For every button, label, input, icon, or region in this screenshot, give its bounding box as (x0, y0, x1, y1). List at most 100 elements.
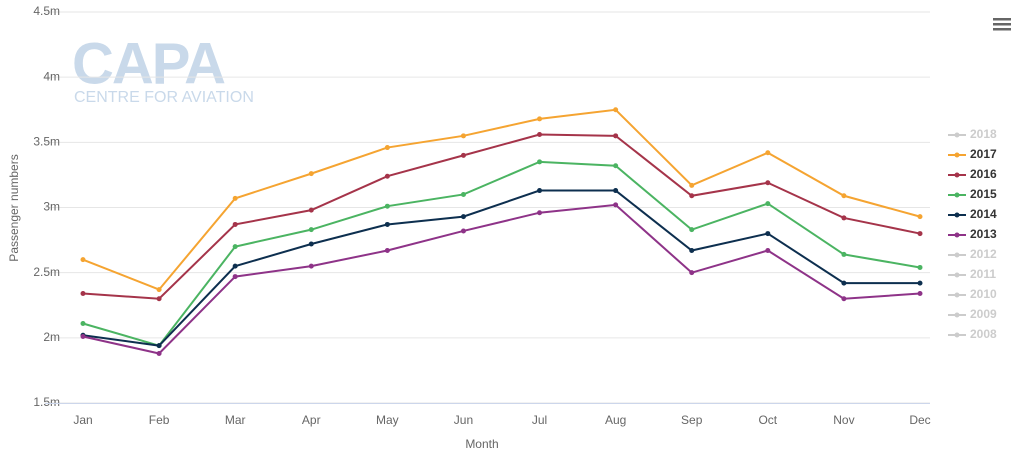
series-line (82, 189, 920, 347)
data-point (156, 287, 162, 293)
data-point (537, 132, 543, 138)
data-point (384, 173, 390, 179)
data-point (613, 202, 619, 208)
legend-item[interactable]: 2010 (948, 287, 997, 301)
legend-label[interactable]: 2011 (970, 267, 996, 281)
data-point (537, 210, 543, 216)
legend-swatch-dot[interactable] (954, 172, 960, 178)
data-point (232, 244, 238, 250)
data-point (308, 207, 314, 213)
data-point (460, 133, 466, 139)
data-point (156, 296, 162, 302)
data-point (308, 263, 314, 269)
legend-item[interactable]: 2014 (948, 207, 997, 221)
legend-label[interactable]: 2017 (970, 147, 997, 161)
legend-item[interactable]: 2012 (948, 247, 997, 261)
legend-label[interactable]: 2015 (970, 187, 997, 201)
watermark-title: CAPA (72, 31, 225, 96)
legend-item[interactable]: 2016 (948, 167, 997, 181)
legend-item[interactable]: 2008 (948, 327, 997, 341)
legend-swatch-dot[interactable] (954, 152, 960, 158)
y-tick-label: 3m (43, 200, 60, 214)
legend-label[interactable]: 2008 (970, 327, 997, 341)
data-point (689, 193, 695, 199)
legend-swatch-dot[interactable] (954, 192, 960, 198)
y-tick-label: 4.5m (33, 4, 60, 18)
menu-icon[interactable] (993, 18, 1011, 31)
data-point (537, 188, 543, 194)
data-point (308, 227, 314, 233)
data-point (308, 171, 314, 177)
y-tick-label: 2m (43, 330, 60, 344)
data-point (613, 133, 619, 139)
legend-item[interactable]: 2015 (948, 187, 997, 201)
data-point (765, 180, 771, 186)
legend-swatch-dot[interactable] (954, 332, 960, 338)
watermark-subtitle: CENTRE FOR AVIATION (74, 89, 254, 106)
data-point (232, 263, 238, 269)
data-point (917, 291, 923, 297)
data-point (232, 274, 238, 280)
y-tick-label: 3.5m (33, 135, 60, 149)
legend-item[interactable]: 2013 (948, 227, 997, 241)
legend-item[interactable]: 2018 (948, 127, 997, 141)
data-point (765, 248, 771, 254)
y-axis-label: Passenger numbers (7, 154, 21, 261)
x-axis-label: Month (465, 437, 498, 451)
menu-bar[interactable] (993, 18, 1011, 21)
legend-swatch-dot[interactable] (954, 232, 960, 238)
data-point (384, 145, 390, 151)
data-point (917, 264, 923, 270)
legend-swatch-dot[interactable] (954, 252, 960, 258)
data-point (537, 116, 543, 122)
y-tick-label: 1.5m (33, 395, 60, 409)
data-point (613, 107, 619, 113)
legend-swatch-dot[interactable] (954, 212, 960, 218)
data-point (689, 182, 695, 188)
data-point (460, 228, 466, 234)
series-line (82, 160, 921, 347)
legend-swatch-dot[interactable] (954, 292, 960, 298)
x-tick-label: Sep (681, 413, 703, 427)
data-point (80, 320, 86, 326)
legend-label[interactable]: 2012 (970, 247, 997, 261)
x-tick-label: Jun (454, 413, 473, 427)
data-point (232, 221, 238, 227)
legend-label[interactable]: 2013 (970, 227, 997, 241)
legend-label[interactable]: 2016 (970, 167, 997, 181)
legend-label[interactable]: 2009 (970, 307, 997, 321)
data-point (765, 150, 771, 156)
data-point (308, 241, 314, 247)
legend-label[interactable]: 2018 (970, 127, 997, 141)
data-point (384, 248, 390, 254)
legend-label[interactable]: 2010 (970, 287, 997, 301)
legend-item[interactable]: 2009 (948, 307, 997, 321)
data-point (689, 270, 695, 276)
series-line (82, 203, 921, 355)
x-tick-label: Feb (149, 413, 170, 427)
x-tick-label: Mar (225, 413, 246, 427)
data-point (613, 163, 619, 169)
x-tick-label: Nov (833, 413, 854, 427)
data-point (156, 343, 162, 349)
legend-swatch-dot[interactable] (954, 312, 960, 318)
legend-item[interactable]: 2011 (948, 267, 996, 281)
x-tick-label: Aug (605, 413, 626, 427)
data-point (841, 193, 847, 199)
legend-item[interactable]: 2017 (948, 147, 997, 161)
y-tick-label: 4m (43, 69, 60, 83)
menu-bar[interactable] (993, 28, 1011, 31)
data-point (80, 257, 86, 263)
legend-swatch-dot[interactable] (954, 132, 960, 138)
x-tick-label: Dec (909, 413, 930, 427)
legend-swatch-dot[interactable] (954, 272, 960, 278)
legend-label[interactable]: 2014 (970, 207, 997, 221)
data-point (841, 296, 847, 302)
data-point (841, 251, 847, 257)
x-tick-label: May (376, 413, 399, 427)
data-point (232, 195, 238, 201)
x-tick-label: Oct (758, 413, 777, 427)
menu-bar[interactable] (993, 23, 1011, 26)
data-point (841, 215, 847, 221)
